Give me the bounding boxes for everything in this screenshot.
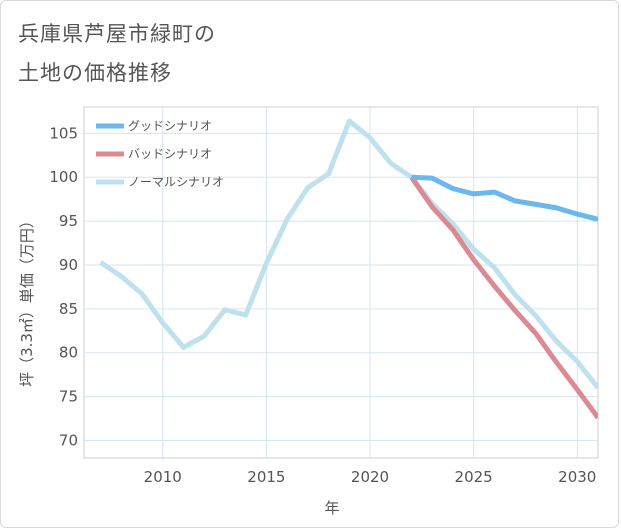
y-axis-tick-labels: 70 75 80 85 90 95 100 105	[49, 124, 78, 449]
series-line-1	[411, 174, 598, 222]
legend-label-1: グッドシナリオ	[128, 119, 212, 133]
x-tick-label-2030: 2030	[558, 468, 596, 486]
y-axis-label: 坪（3.3㎡）単価（万円）	[18, 213, 36, 387]
grid-lines	[84, 107, 598, 458]
x-tick-label-2015: 2015	[247, 468, 285, 486]
x-axis-label: 年	[324, 499, 339, 517]
y-tick-label-105: 105	[49, 124, 78, 142]
y-tick-label-90: 90	[59, 256, 78, 274]
y-tick-label-100: 100	[49, 168, 78, 186]
legend-label-2: バッドシナリオ	[128, 147, 212, 161]
plot-area-frame	[83, 106, 599, 459]
chart-title-line-2: 土地の価格推移	[18, 61, 172, 85]
x-tick-label-2020: 2020	[351, 468, 389, 486]
series-line-2	[409, 175, 598, 420]
x-tick-label-2025: 2025	[455, 468, 493, 486]
chart-title-line-1: 兵庫県芦屋市緑町の	[18, 22, 216, 46]
series-line-3	[99, 118, 598, 390]
y-tick-label-75: 75	[59, 388, 78, 406]
y-tick-label-80: 80	[59, 344, 78, 362]
series-lines	[99, 118, 598, 420]
legend-label-3: ノーマルシナリオ	[128, 175, 224, 189]
y-tick-label-85: 85	[59, 300, 78, 318]
x-axis-tick-labels: 2010 2015 2020 2025 2030	[144, 468, 597, 486]
y-tick-label-70: 70	[59, 431, 78, 449]
y-tick-label-95: 95	[59, 212, 78, 230]
x-tick-label-2010: 2010	[144, 468, 182, 486]
